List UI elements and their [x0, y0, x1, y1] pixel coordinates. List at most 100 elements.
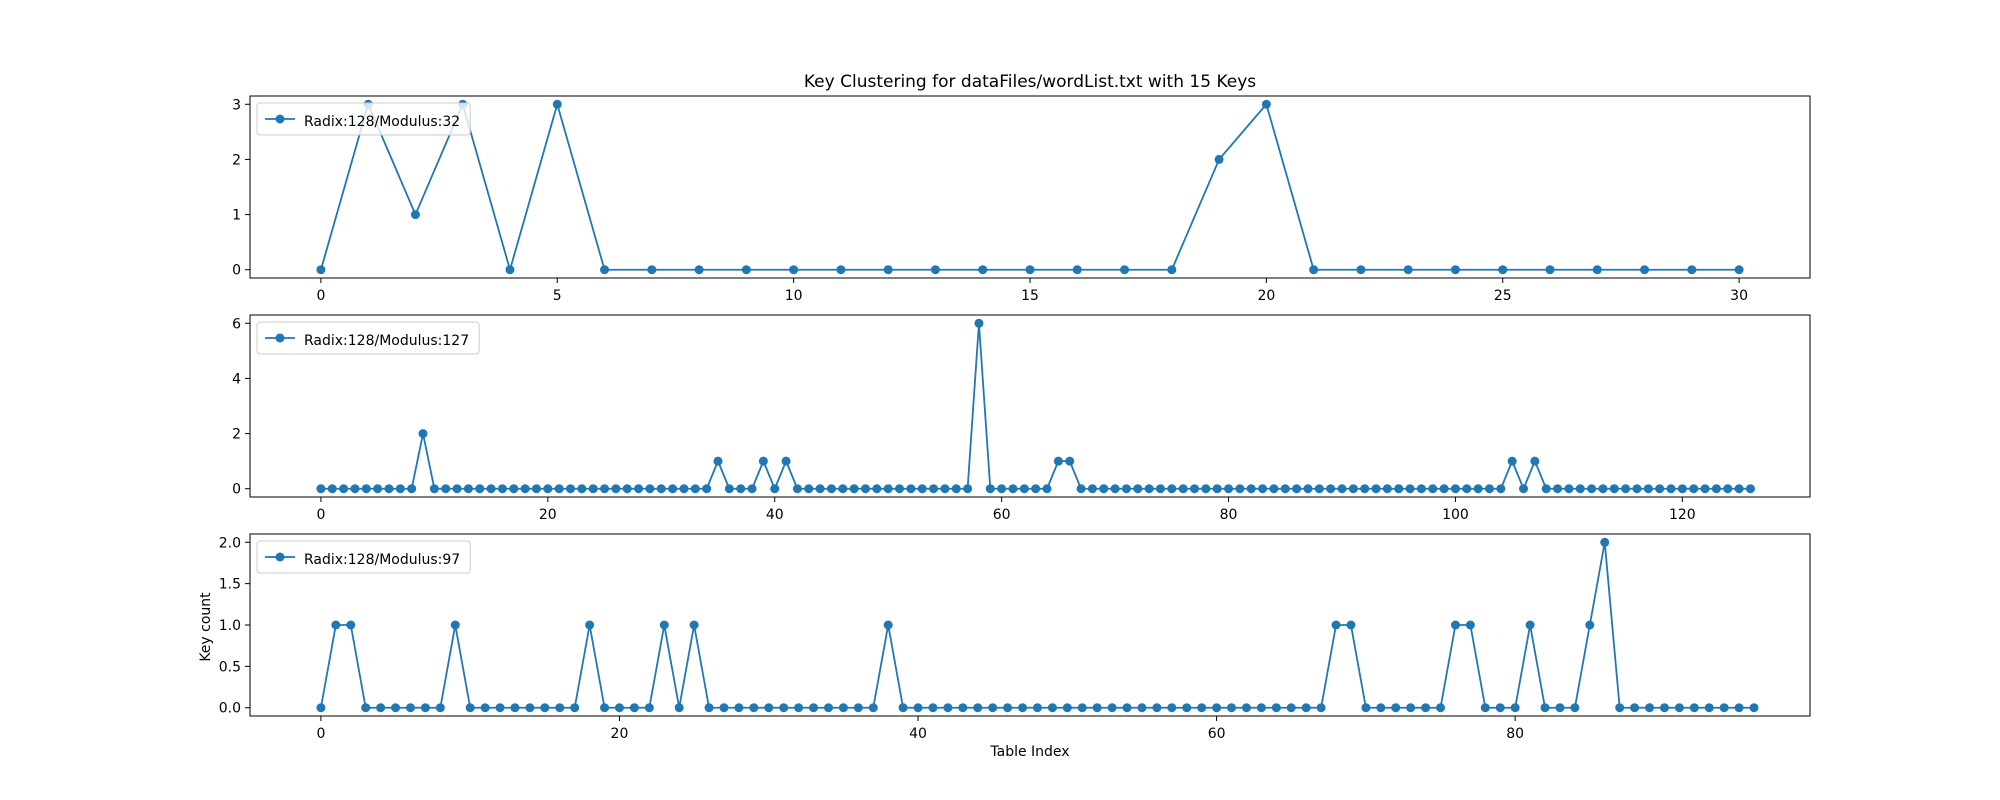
data-point [570, 703, 580, 713]
data-point [1256, 703, 1266, 713]
data-point [794, 703, 804, 713]
data-point [906, 484, 916, 494]
data-point [600, 265, 610, 275]
data-point [719, 703, 729, 713]
subplot-3: 0 20 40 60 80 0.0 0.5 1.0 1.5 2.0 Radix:128/Modulu… [219, 533, 1811, 742]
data-point [531, 484, 541, 494]
data-point [1655, 484, 1665, 494]
data-point [1120, 265, 1130, 275]
data-point [1643, 484, 1653, 494]
data-point [1553, 484, 1563, 494]
data-point [1689, 484, 1699, 494]
data-point [1598, 484, 1608, 494]
data-point [463, 484, 473, 494]
data-point [823, 703, 833, 713]
data-point [1212, 484, 1222, 494]
data-point [1137, 703, 1147, 713]
data-point [1391, 703, 1401, 713]
data-point [1144, 484, 1154, 494]
data-point [1723, 484, 1733, 494]
data-point [350, 484, 360, 494]
axes-frame [249, 314, 1811, 498]
data-point [1280, 484, 1290, 494]
data-point [1167, 484, 1177, 494]
data-point [764, 703, 774, 713]
data-point [1110, 484, 1120, 494]
legend-label: Radix:128/Modulus:32 [304, 114, 460, 130]
data-point [540, 703, 550, 713]
y-tick-label: 2 [232, 152, 241, 168]
data-point [465, 703, 475, 713]
data-point [1450, 484, 1460, 494]
data-point [316, 265, 326, 275]
data-point [339, 484, 349, 494]
data-point [391, 703, 401, 713]
data-point [849, 484, 859, 494]
data-point [1227, 703, 1237, 713]
data-point [316, 703, 326, 713]
data-point [1107, 703, 1117, 713]
data-point [1133, 484, 1143, 494]
data-point [694, 265, 704, 275]
x-tick-label: 30 [1730, 288, 1748, 304]
data-point [647, 265, 657, 275]
legend-marker [275, 333, 285, 343]
data-point [724, 484, 734, 494]
data-point [804, 484, 814, 494]
data-point [1087, 484, 1097, 494]
data-point [588, 484, 598, 494]
data-point [1047, 703, 1057, 713]
data-point [1292, 484, 1302, 494]
x-tick-label: 20 [1257, 288, 1275, 304]
data-point [644, 703, 654, 713]
x-tick-label: 20 [611, 726, 629, 742]
data-point [645, 484, 655, 494]
data-point [585, 620, 595, 630]
data-point [1674, 703, 1684, 713]
x-tick-label: 120 [1669, 507, 1696, 523]
data-point [552, 99, 562, 109]
data-point [1361, 703, 1371, 713]
x-tick-label: 0 [316, 288, 325, 304]
data-point [1348, 484, 1358, 494]
data-point [486, 484, 496, 494]
data-point [1555, 703, 1565, 713]
data-point [1525, 620, 1535, 630]
data-point [1072, 265, 1082, 275]
data-point [1585, 620, 1595, 630]
data-point [868, 703, 878, 713]
data-point [346, 620, 356, 630]
data-point [1666, 484, 1676, 494]
x-tick-label: 60 [1208, 726, 1226, 742]
data-point [1122, 703, 1132, 713]
data-point [689, 620, 699, 630]
data-point [1632, 484, 1642, 494]
x-tick-label: 15 [1021, 288, 1039, 304]
data-point [316, 484, 326, 494]
data-point [1331, 620, 1341, 630]
data-point [1155, 484, 1165, 494]
data-point [997, 484, 1007, 494]
data-point [1700, 484, 1710, 494]
legend: Radix:128/Modulus:97 [256, 540, 471, 574]
data-point [928, 703, 938, 713]
data-point [1360, 484, 1370, 494]
data-point [1704, 703, 1714, 713]
data-point [1346, 620, 1356, 630]
data-point [327, 484, 337, 494]
data-point [741, 265, 751, 275]
subplot-2: 0 20 40 60 80 100 120 0 2 4 6 Radix:128/Modulus:127 [232, 314, 1811, 523]
data-point [420, 703, 430, 713]
data-point [1371, 484, 1381, 494]
data-point [988, 703, 998, 713]
data-point [883, 265, 893, 275]
data-point [1167, 265, 1177, 275]
data-point [951, 484, 961, 494]
data-point [770, 484, 780, 494]
data-point [702, 484, 712, 494]
subplot-1: 0 5 10 15 20 25 30 0 1 2 3 Radix:128/Modulus:32 [232, 95, 1811, 304]
data-point [1167, 703, 1177, 713]
y-axis-label: Key count [198, 592, 214, 662]
series-line [320, 103, 1740, 271]
data-point [452, 484, 462, 494]
